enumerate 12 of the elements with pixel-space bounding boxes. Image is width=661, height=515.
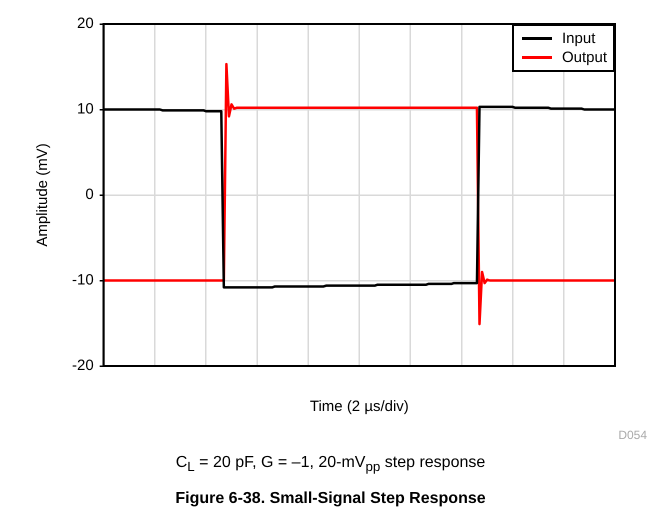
- legend-label: Input: [562, 29, 596, 48]
- y-tick-label: 10: [76, 100, 94, 118]
- y-tick-label: 0: [85, 186, 94, 204]
- text: Figure 6-38. Small-Signal Step Response: [174, 490, 487, 508]
- x-axis-title: Time (2 µs/div): [310, 398, 409, 416]
- y-tick-label: -20: [72, 357, 94, 374]
- text: C$_{L}$ = 20 pF, G = –1, 20-mV$_{pp}$ step response: [174, 454, 486, 474]
- y-tick-label: 20: [76, 15, 94, 32]
- y-axis-title: Amplitude (mV): [34, 143, 52, 247]
- legend-label: Output: [562, 48, 608, 67]
- y-tick-label: -10: [72, 272, 94, 289]
- text: D054: [618, 428, 647, 442]
